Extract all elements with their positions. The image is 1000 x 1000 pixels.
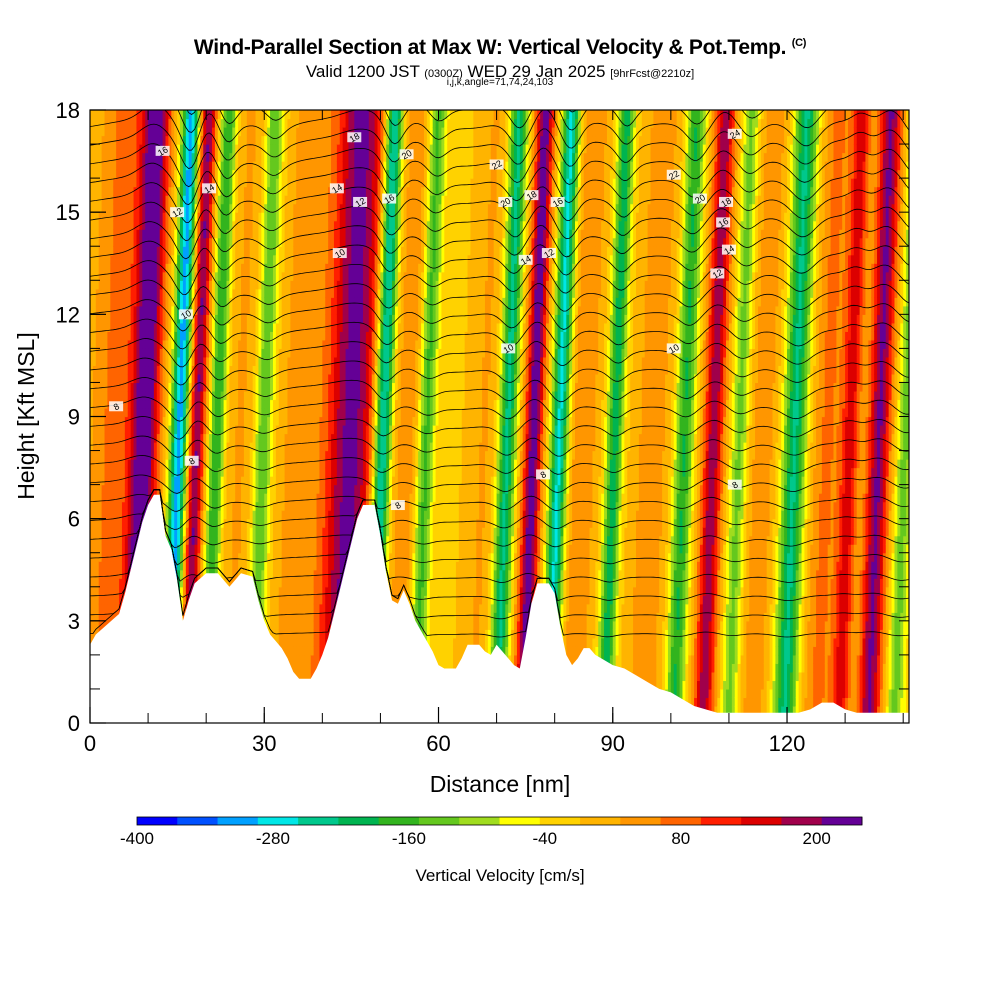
forecast-info: [9hrFcst@2210z]: [610, 68, 694, 80]
theta-contours: [90, 110, 909, 638]
colorbar-swatch: [580, 817, 621, 825]
contour-label: 12: [353, 196, 367, 209]
colorbar-swatch: [217, 817, 259, 825]
x-tick-label: 60: [426, 731, 450, 756]
contour-label: 20: [498, 196, 512, 209]
colorbar-swatch: [499, 817, 541, 825]
contour-label: 10: [178, 308, 193, 322]
contour-label: 16: [550, 196, 565, 209]
colorbar-swatch: [660, 817, 702, 825]
contour-label: 18: [719, 196, 733, 209]
contour-label: 20: [692, 192, 707, 206]
contour-label: 14: [329, 182, 344, 196]
colorbar-swatch: [781, 817, 823, 825]
y-tick-label: 9: [68, 405, 80, 430]
chart-title: Wind-Parallel Section at Max W: Vertical…: [0, 36, 1000, 60]
section-indices: i,j,k,angle=71,74,24,103: [0, 77, 1000, 88]
colorbar-swatch: [298, 817, 339, 825]
contour-label: 16: [382, 192, 396, 206]
colorbar: -400 -280 -160 -40 80 200: [120, 816, 863, 848]
x-tick-label: 90: [601, 731, 625, 756]
colorbar-swatch: [177, 817, 219, 825]
y-tick-label: 6: [68, 507, 80, 532]
y-tick-label: 12: [56, 302, 80, 327]
contour-label: 10: [666, 342, 681, 356]
colorbar-swatch: [137, 817, 178, 825]
terrain: [90, 494, 909, 723]
contour-label: 12: [710, 267, 724, 281]
colorbar-swatch: [700, 817, 742, 825]
contour-label: 14: [202, 182, 216, 196]
contour-labels: 8 8 8 8 8 10 10 10 10 12 12 12 12 14 14 14 14 16 16 16 16 18 1…: [109, 127, 742, 511]
contour-label: 8: [109, 401, 124, 412]
x-tick-label: 30: [252, 731, 276, 756]
contour-label: 22: [666, 168, 681, 182]
contour-label: 18: [347, 131, 361, 145]
chart-subtitle: Valid 1200 JST (0300Z) WED 29 Jan 2025 […: [0, 62, 1000, 82]
y-tick-label: 0: [68, 711, 80, 736]
copyright-mark: (C): [792, 37, 807, 49]
x-axis-label: Distance [nm]: [430, 771, 571, 797]
colorbar-swatch: [620, 817, 662, 825]
valid-utc: (0300Z): [424, 68, 463, 80]
y-tick-label: 15: [56, 200, 80, 225]
colorbar-tick-label: 200: [803, 829, 831, 848]
contour-label: 16: [155, 144, 170, 158]
contour-label: 16: [716, 216, 730, 230]
chart-title-text: Wind-Parallel Section at Max W: Vertical…: [194, 36, 787, 59]
contour-label: 8: [390, 500, 405, 511]
contour-label: 22: [489, 158, 504, 172]
x-tick-label: 120: [769, 731, 806, 756]
contour-label: 12: [541, 247, 556, 260]
colorbar-tick-label: -400: [120, 829, 154, 848]
y-tick-label: 18: [56, 98, 80, 123]
colorbar-tick-label: -160: [392, 829, 426, 848]
colorbar-swatch: [741, 817, 782, 825]
colorbar-swatch: [378, 817, 420, 825]
colorbar-swatch: [257, 817, 299, 825]
colorbar-tick-label: -40: [533, 829, 558, 848]
valid-date: WED 29 Jan 2025: [468, 62, 606, 81]
y-tick-label: 3: [68, 609, 80, 634]
contour-label: 14: [721, 243, 736, 257]
colorbar-swatch: [539, 817, 581, 825]
colorbar-swatch: [821, 817, 863, 825]
valid-time: Valid 1200 JST: [306, 62, 420, 81]
colorbar-tick-label: -280: [256, 829, 290, 848]
contour-label: 20: [399, 148, 414, 162]
axes: 0 30 60 90 120 0 3 6 9 12 15 18: [56, 98, 909, 756]
contour-label: 8: [727, 479, 742, 491]
colorbar-frame: [136, 816, 863, 826]
colorbar-swatch: [418, 817, 460, 825]
contour-label: 14: [518, 253, 533, 267]
y-axis-label: Height [Kft MSL]: [13, 332, 39, 499]
colorbar-label: Vertical Velocity [cm/s]: [415, 866, 584, 885]
x-tick-label: 0: [84, 731, 96, 756]
contour-label: 10: [501, 342, 515, 356]
contour-label: 8: [184, 456, 199, 467]
contour-label: 24: [727, 127, 742, 141]
colorbar-swatch: [338, 817, 380, 825]
colorbar-swatch: [459, 817, 500, 825]
colorbar-tick-label: 80: [671, 829, 690, 848]
contour-label: 12: [170, 206, 184, 219]
contour-label: 8: [536, 469, 551, 480]
contour-label: 10: [332, 247, 347, 260]
contour-label: 18: [524, 189, 539, 202]
